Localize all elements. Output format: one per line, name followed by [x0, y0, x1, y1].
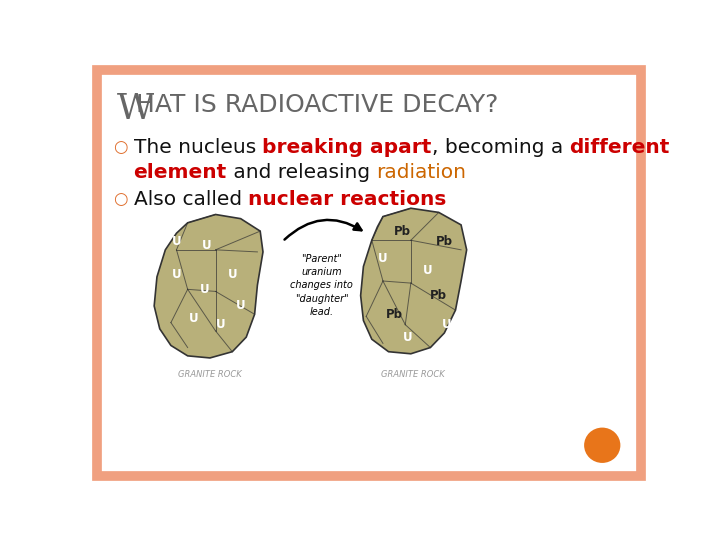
- Text: U: U: [171, 235, 181, 248]
- Text: "Parent"
uranium
changes into
"daughter"
lead.: "Parent" uranium changes into "daughter"…: [290, 254, 353, 317]
- Text: U: U: [202, 239, 212, 252]
- FancyArrowPatch shape: [284, 220, 361, 240]
- Text: ○: ○: [114, 190, 128, 207]
- Ellipse shape: [584, 428, 621, 463]
- Text: Pb: Pb: [394, 225, 411, 238]
- Text: U: U: [199, 283, 210, 296]
- Text: radiation: radiation: [377, 163, 467, 181]
- Polygon shape: [361, 208, 467, 354]
- Text: U: U: [216, 318, 226, 331]
- Text: W: W: [117, 92, 154, 126]
- Text: GRANITE ROCK: GRANITE ROCK: [381, 370, 444, 380]
- Text: U: U: [189, 312, 198, 325]
- Text: HAT IS RADIOACTIVE DECAY?: HAT IS RADIOACTIVE DECAY?: [136, 93, 499, 117]
- Text: breaking apart: breaking apart: [262, 138, 431, 157]
- Text: nuclear reactions: nuclear reactions: [248, 190, 446, 208]
- Text: U: U: [442, 318, 452, 331]
- Text: different: different: [569, 138, 670, 157]
- Text: element: element: [133, 163, 227, 181]
- Text: U: U: [228, 268, 237, 281]
- Text: The nucleus: The nucleus: [133, 138, 262, 157]
- Text: U: U: [378, 252, 388, 265]
- Polygon shape: [154, 214, 263, 358]
- Text: U: U: [236, 300, 246, 313]
- Text: Pb: Pb: [386, 308, 402, 321]
- Text: and releasing: and releasing: [227, 163, 377, 181]
- Text: Pb: Pb: [431, 289, 447, 302]
- Text: U: U: [171, 268, 181, 281]
- Text: , becoming a: , becoming a: [431, 138, 569, 157]
- Text: U: U: [403, 330, 413, 343]
- Text: ○: ○: [114, 138, 128, 156]
- Text: Pb: Pb: [436, 235, 453, 248]
- Text: U: U: [423, 264, 433, 277]
- Text: Also called: Also called: [133, 190, 248, 208]
- Text: GRANITE ROCK: GRANITE ROCK: [178, 370, 242, 380]
